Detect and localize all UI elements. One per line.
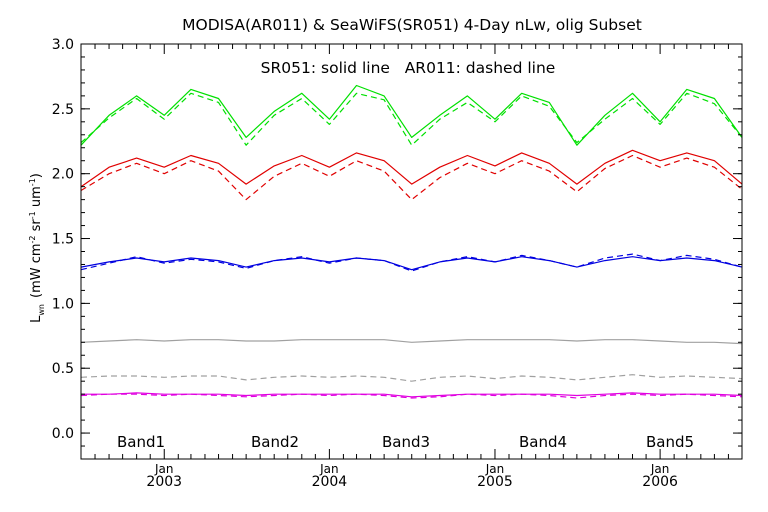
y-axis-units: (mW cm [29,243,44,298]
y-axis-units: ) [29,173,44,178]
x-tick-year-label: 2003 [146,474,182,490]
y-axis: 0.0 0.5 1.0 1.5 2.0 2.5 3.0 [52,37,742,460]
x-tick-month-label: Jan [485,462,505,476]
x-tick-month-label: Jan [650,462,670,476]
legend-item-band2: Band2 [251,433,299,451]
y-axis-title-symbol: L [29,315,44,323]
series-line-band5-dashed [80,393,743,399]
y-tick-label: 1.5 [52,232,74,248]
y-tick-label: 2.0 [52,167,74,183]
series-line-band4-solid [80,339,743,345]
y-axis-units-superscript: -2 [28,235,37,243]
legend-item-band3: Band3 [382,433,430,451]
series-line-band3-solid [80,256,743,271]
legend-item-band1: Band1 [117,433,165,451]
series-line-band1-dashed [80,92,743,146]
series-line-band1-solid [80,84,743,146]
y-axis-units: um [29,186,44,211]
plot-area [80,84,743,399]
y-tick-label: 1.0 [52,296,74,312]
chart-annotation: SR051: solid line AR011: dashed line [261,59,556,77]
series-line-band2-solid [80,149,743,188]
series-line-band2-dashed [80,154,743,201]
x-tick-year-label: 2004 [312,474,348,490]
y-axis-title-subscript: wn [37,304,46,316]
x-tick-year-label: 2006 [642,474,678,490]
legend-item-band5: Band5 [646,433,694,451]
y-tick-label: 3.0 [52,37,74,53]
x-tick-year-label: 2005 [477,474,513,490]
y-axis-units-superscript: -1 [28,178,37,186]
y-tick-label: 0.0 [52,426,74,442]
chart-title: MODISA(AR011) & SeaWiFS(SR051) 4-Day nLw… [182,16,642,34]
series-line-band3-dashed [80,253,743,272]
y-axis-units-superscript: -1 [28,211,37,219]
legend-item-band4: Band4 [519,433,567,451]
series-line-band5-solid [81,392,743,398]
x-tick-month-label: Jan [319,462,339,476]
y-tick-label: 0.5 [52,361,74,377]
y-axis-units: sr [29,219,44,236]
y-axis-label: Lwn(mW cm-2 sr-1 um-1) [28,173,46,323]
x-tick-month-label: Jan [154,462,174,476]
y-axis-title: Lwn(mW cm-2 sr-1 um-1) [28,173,46,323]
y-tick-label: 2.5 [52,102,74,118]
series-line-band4-dashed [80,374,743,382]
legend: Band1 Band2 Band3 Band4 Band5 [117,433,694,451]
